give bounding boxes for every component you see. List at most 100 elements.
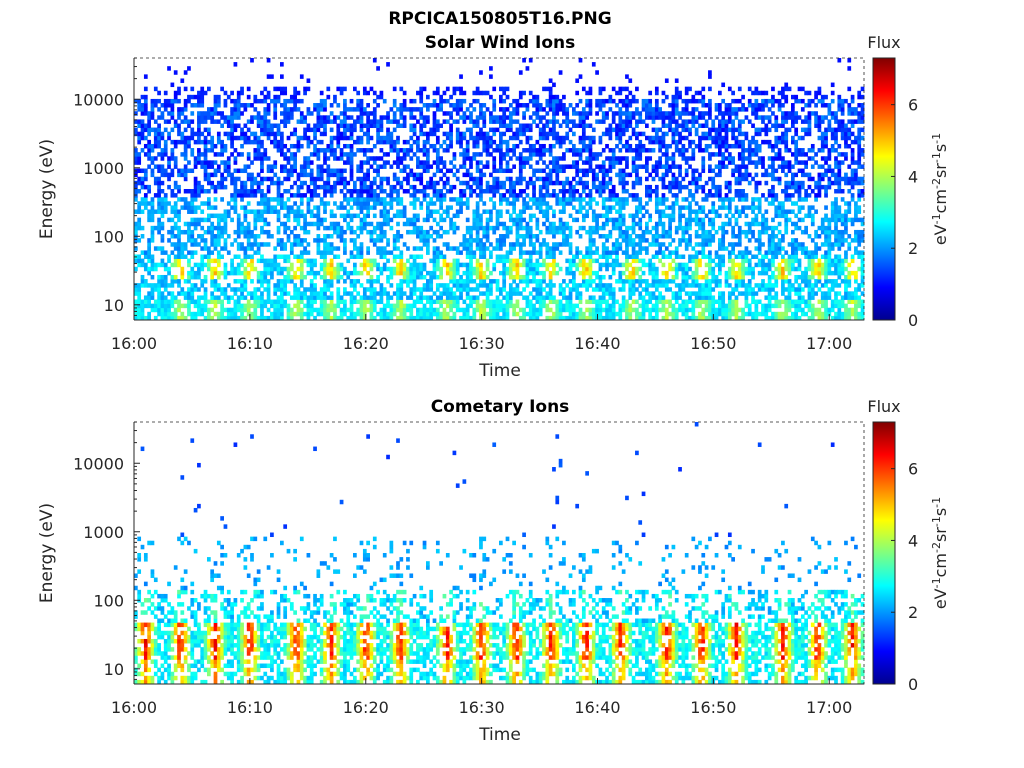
heatmap-cell [469, 189, 473, 194]
heatmap-cell [555, 270, 560, 276]
heatmap-cell [273, 287, 278, 292]
heatmap-cell [359, 98, 364, 104]
heatmap-cell [492, 180, 497, 186]
heatmap-cell [581, 262, 586, 268]
heatmap-cell [585, 156, 589, 161]
heatmap-cell [319, 287, 324, 292]
heatmap-cell [163, 197, 168, 202]
heatmap-cell [356, 250, 361, 255]
heatmap-cell [266, 262, 271, 268]
heatmap-cell [615, 279, 619, 284]
heatmap-cell [140, 127, 145, 133]
heatmap-cell [585, 279, 589, 284]
heatmap-cell [369, 180, 374, 186]
heatmap-cell [535, 176, 540, 182]
heatmap-cell [177, 315, 181, 321]
heatmap-cell [522, 209, 526, 214]
heatmap-cell [273, 131, 278, 137]
heatmap-cell [562, 201, 566, 206]
heatmap-cell [359, 139, 364, 145]
heatmap-cell [558, 107, 563, 112]
heatmap-cell [233, 107, 238, 112]
heatmap-cell [333, 311, 337, 317]
heatmap-cell [376, 193, 380, 198]
heatmap-cell [143, 152, 148, 157]
heatmap-cell [190, 168, 195, 174]
heatmap-cell [313, 180, 317, 186]
heatmap-cell [552, 115, 556, 120]
heatmap-cell [200, 103, 205, 108]
heatmap-cell [492, 225, 497, 231]
heatmap-cell [193, 205, 198, 210]
heatmap-cell [309, 311, 314, 317]
heatmap-cell [439, 299, 443, 305]
heatmap-cell [482, 148, 487, 153]
heatmap-cell [173, 254, 178, 259]
heatmap-cell [465, 307, 470, 313]
heatmap-cell [253, 156, 258, 161]
heatmap-cell [392, 115, 397, 120]
heatmap-cell [323, 262, 327, 268]
heatmap-cell [256, 189, 261, 194]
heatmap-cell [638, 115, 643, 120]
heatmap-cell [296, 217, 301, 223]
heatmap-cell [333, 266, 337, 272]
heatmap-cell [445, 229, 450, 235]
heatmap-cell [157, 197, 161, 202]
heatmap-cell [366, 172, 370, 178]
heatmap-cell [552, 127, 556, 133]
heatmap-cell [601, 234, 606, 239]
heatmap-cell [266, 94, 271, 100]
heatmap-cell [193, 221, 198, 227]
heatmap-cell [449, 315, 453, 321]
heatmap-cell [472, 176, 477, 182]
heatmap-cell [177, 189, 181, 194]
heatmap-cell [525, 258, 530, 264]
heatmap-cell [429, 103, 434, 108]
heatmap-cell [326, 283, 331, 288]
heatmap-cell [392, 98, 397, 104]
heatmap-cell [611, 295, 616, 300]
heatmap-cell [422, 315, 427, 321]
heatmap-cell [153, 156, 158, 161]
heatmap-cell [518, 164, 523, 169]
heatmap-cell [535, 168, 540, 174]
heatmap-cell [207, 266, 211, 272]
heatmap-cell [243, 205, 248, 210]
heatmap-cell [167, 156, 171, 161]
heatmap-cell [568, 287, 573, 292]
heatmap-cell [455, 127, 460, 133]
heatmap-cell [134, 225, 138, 231]
heatmap-cell [280, 266, 284, 272]
heatmap-cell [160, 209, 165, 214]
heatmap-cell [528, 262, 533, 268]
heatmap-cell [140, 123, 145, 128]
heatmap-cell [532, 201, 536, 206]
heatmap-cell [250, 246, 254, 251]
heatmap-cell [386, 213, 390, 219]
heatmap-cell [611, 307, 616, 313]
heatmap-cell [160, 201, 165, 206]
heatmap-cell [386, 131, 390, 137]
heatmap-cell [525, 66, 530, 71]
heatmap-cell [183, 168, 188, 174]
heatmap-cell [445, 98, 450, 104]
heatmap-cell [479, 270, 483, 276]
heatmap-cell [326, 119, 331, 124]
heatmap-cell [518, 70, 523, 75]
heatmap-cell [256, 111, 261, 116]
heatmap-cell [253, 98, 258, 104]
heatmap-cell [220, 139, 224, 145]
heatmap-cell [197, 266, 201, 272]
heatmap-cell [150, 107, 155, 112]
heatmap-cell [266, 234, 271, 239]
heatmap-cell [492, 103, 497, 108]
heatmap-cell [482, 242, 487, 247]
heatmap-cell [210, 107, 215, 112]
heatmap-cell [618, 229, 623, 235]
heatmap-cell [406, 172, 410, 178]
heatmap-cell [376, 262, 380, 268]
heatmap-cell [180, 303, 185, 309]
heatmap-cell [435, 295, 440, 300]
